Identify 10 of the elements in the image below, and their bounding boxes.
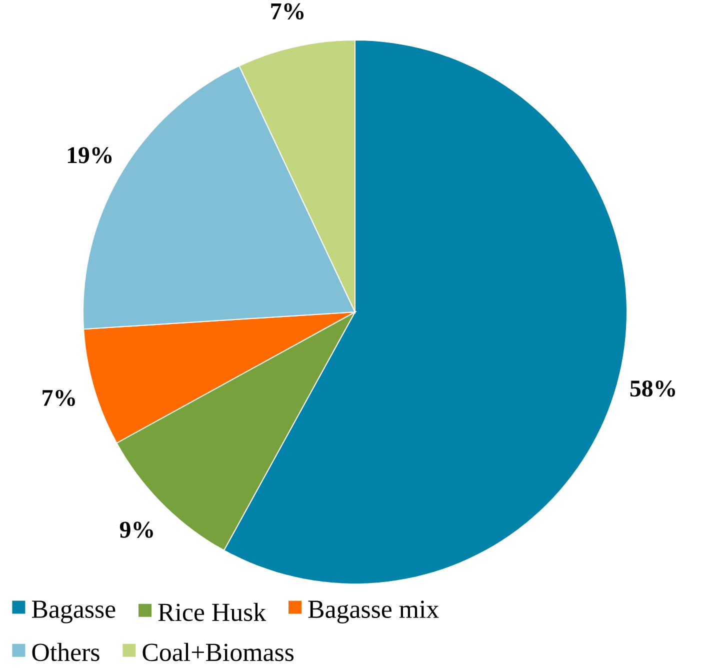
data-label: 19% bbox=[68, 147, 112, 164]
legend-label: Bagasse bbox=[32, 600, 116, 624]
data-label: 9% bbox=[120, 522, 153, 538]
legend-label: Rice Husk bbox=[158, 602, 266, 622]
legend-label: Bagasse mix bbox=[308, 600, 439, 624]
data-label: 7% bbox=[271, 3, 304, 20]
legend-label: Others bbox=[32, 642, 100, 662]
legend-label: Coal+Biomass bbox=[142, 642, 294, 662]
data-label: 58% bbox=[630, 380, 675, 397]
data-label: 7% bbox=[42, 390, 75, 406]
